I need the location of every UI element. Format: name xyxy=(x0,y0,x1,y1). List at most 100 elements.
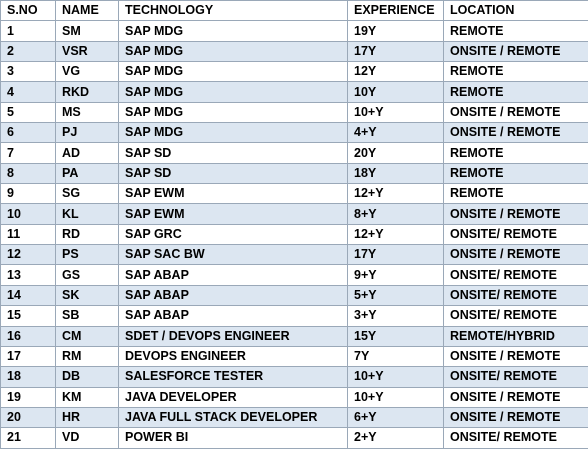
cell-name: KM xyxy=(55,386,119,408)
cell-experience: 2+Y xyxy=(347,427,444,449)
table-row: 8 PA SAP SD 18Y REMOTE xyxy=(0,162,588,185)
cell-location: ONSITE/ REMOTE xyxy=(443,223,588,246)
cell-sno: 17 xyxy=(0,345,56,368)
table-row: 9 SG SAP EWM 12+Y REMOTE xyxy=(0,183,588,205)
cell-experience: 12Y xyxy=(347,61,444,83)
header-technology: TECHNOLOGY xyxy=(118,0,348,22)
cell-sno: 13 xyxy=(0,264,56,286)
cell-experience: 20Y xyxy=(347,142,444,164)
table-header: S.NO NAME TECHNOLOGY EXPERIENCE LOCATION xyxy=(0,0,588,22)
table-row: 21 VD POWER BI 2+Y ONSITE/ REMOTE xyxy=(0,427,588,449)
table-body: 1 SM SAP MDG 19Y REMOTE 2 VSR SAP MDG 17Y ONSITE … xyxy=(0,20,588,449)
table-row: 4 RKD SAP MDG 10Y REMOTE xyxy=(0,81,588,103)
cell-location: ONSITE/ REMOTE xyxy=(443,366,588,388)
cell-location: REMOTE xyxy=(443,162,588,185)
cell-technology: SAP MDG xyxy=(118,122,348,144)
header-sno: S.NO xyxy=(0,0,56,22)
cell-location: ONSITE / REMOTE xyxy=(443,386,588,408)
cell-location: REMOTE xyxy=(443,81,588,103)
cell-name: PJ xyxy=(55,122,119,144)
table-row: 11 RD SAP GRC 12+Y ONSITE/ REMOTE xyxy=(0,223,588,246)
cell-sno: 11 xyxy=(0,223,56,246)
table-row: 20 HR JAVA FULL STACK DEVELOPER 6+Y ONSITE /… xyxy=(0,406,588,429)
cell-location: ONSITE / REMOTE xyxy=(443,101,588,124)
cell-experience: 12+Y xyxy=(347,223,444,246)
cell-technology: SAP MDG xyxy=(118,40,348,63)
cell-name: RM xyxy=(55,345,119,368)
cell-technology: SAP ABAP xyxy=(118,284,348,307)
cell-technology: SAP SAC BW xyxy=(118,244,348,266)
cell-location: ONSITE / REMOTE xyxy=(443,122,588,144)
cell-location: ONSITE/ REMOTE xyxy=(443,305,588,327)
table-row: 10 KL SAP EWM 8+Y ONSITE / REMOTE xyxy=(0,203,588,225)
table-row: 5 MS SAP MDG 10+Y ONSITE / REMOTE xyxy=(0,101,588,124)
cell-experience: 17Y xyxy=(347,40,444,63)
cell-sno: 10 xyxy=(0,203,56,225)
table-row: 12 PS SAP SAC BW 17Y ONSITE / REMOTE xyxy=(0,244,588,266)
cell-experience: 4+Y xyxy=(347,122,444,144)
cell-experience: 3+Y xyxy=(347,305,444,327)
table-row: 6 PJ SAP MDG 4+Y ONSITE / REMOTE xyxy=(0,122,588,144)
cell-location: ONSITE/ REMOTE xyxy=(443,264,588,286)
cell-name: SM xyxy=(55,20,119,42)
cell-name: PA xyxy=(55,162,119,185)
cell-technology: DEVOPS ENGINEER xyxy=(118,345,348,368)
cell-experience: 10+Y xyxy=(347,386,444,408)
cell-location: REMOTE xyxy=(443,142,588,164)
table-row: 16 CM SDET / DEVOPS ENGINEER 15Y REMOTE/HYBR… xyxy=(0,325,588,347)
cell-name: VG xyxy=(55,61,119,83)
table-row: 7 AD SAP SD 20Y REMOTE xyxy=(0,142,588,164)
cell-name: AD xyxy=(55,142,119,164)
cell-technology: SAP EWM xyxy=(118,183,348,205)
cell-experience: 10+Y xyxy=(347,101,444,124)
cell-sno: 8 xyxy=(0,162,56,185)
cell-technology: JAVA FULL STACK DEVELOPER xyxy=(118,406,348,429)
cell-technology: SAP MDG xyxy=(118,20,348,42)
table-row: 3 VG SAP MDG 12Y REMOTE xyxy=(0,61,588,83)
header-row: S.NO NAME TECHNOLOGY EXPERIENCE LOCATION xyxy=(0,0,588,22)
cell-sno: 6 xyxy=(0,122,56,144)
cell-technology: SAP MDG xyxy=(118,81,348,103)
cell-technology: SAP MDG xyxy=(118,101,348,124)
cell-location: ONSITE / REMOTE xyxy=(443,203,588,225)
cell-technology: SAP GRC xyxy=(118,223,348,246)
cell-technology: JAVA DEVELOPER xyxy=(118,386,348,408)
cell-experience: 6+Y xyxy=(347,406,444,429)
cell-location: ONSITE/ REMOTE xyxy=(443,427,588,449)
cell-technology: SAP MDG xyxy=(118,61,348,83)
cell-location: ONSITE/ REMOTE xyxy=(443,284,588,307)
cell-sno: 7 xyxy=(0,142,56,164)
cell-sno: 3 xyxy=(0,61,56,83)
table-row: 14 SK SAP ABAP 5+Y ONSITE/ REMOTE xyxy=(0,284,588,307)
cell-name: VSR xyxy=(55,40,119,63)
cell-sno: 1 xyxy=(0,20,56,42)
cell-name: SK xyxy=(55,284,119,307)
cell-name: HR xyxy=(55,406,119,429)
cell-name: DB xyxy=(55,366,119,388)
cell-sno: 14 xyxy=(0,284,56,307)
cell-sno: 15 xyxy=(0,305,56,327)
cell-location: ONSITE / REMOTE xyxy=(443,40,588,63)
table-row: 18 DB SALESFORCE TESTER 10+Y ONSITE/ REMOTE xyxy=(0,366,588,388)
cell-name: SG xyxy=(55,183,119,205)
cell-sno: 5 xyxy=(0,101,56,124)
cell-sno: 18 xyxy=(0,366,56,388)
cell-technology: SDET / DEVOPS ENGINEER xyxy=(118,325,348,347)
cell-experience: 5+Y xyxy=(347,284,444,307)
cell-location: ONSITE / REMOTE xyxy=(443,244,588,266)
cell-experience: 10+Y xyxy=(347,366,444,388)
cell-location: REMOTE/HYBRID xyxy=(443,325,588,347)
cell-sno: 9 xyxy=(0,183,56,205)
cell-experience: 9+Y xyxy=(347,264,444,286)
table-row: 19 KM JAVA DEVELOPER 10+Y ONSITE / REMOTE xyxy=(0,386,588,408)
cell-location: ONSITE / REMOTE xyxy=(443,406,588,429)
cell-experience: 8+Y xyxy=(347,203,444,225)
cell-technology: SAP SD xyxy=(118,162,348,185)
cell-sno: 20 xyxy=(0,406,56,429)
cell-location: REMOTE xyxy=(443,183,588,205)
cell-experience: 12+Y xyxy=(347,183,444,205)
cell-name: CM xyxy=(55,325,119,347)
cell-location: ONSITE / REMOTE xyxy=(443,345,588,368)
cell-technology: SAP EWM xyxy=(118,203,348,225)
